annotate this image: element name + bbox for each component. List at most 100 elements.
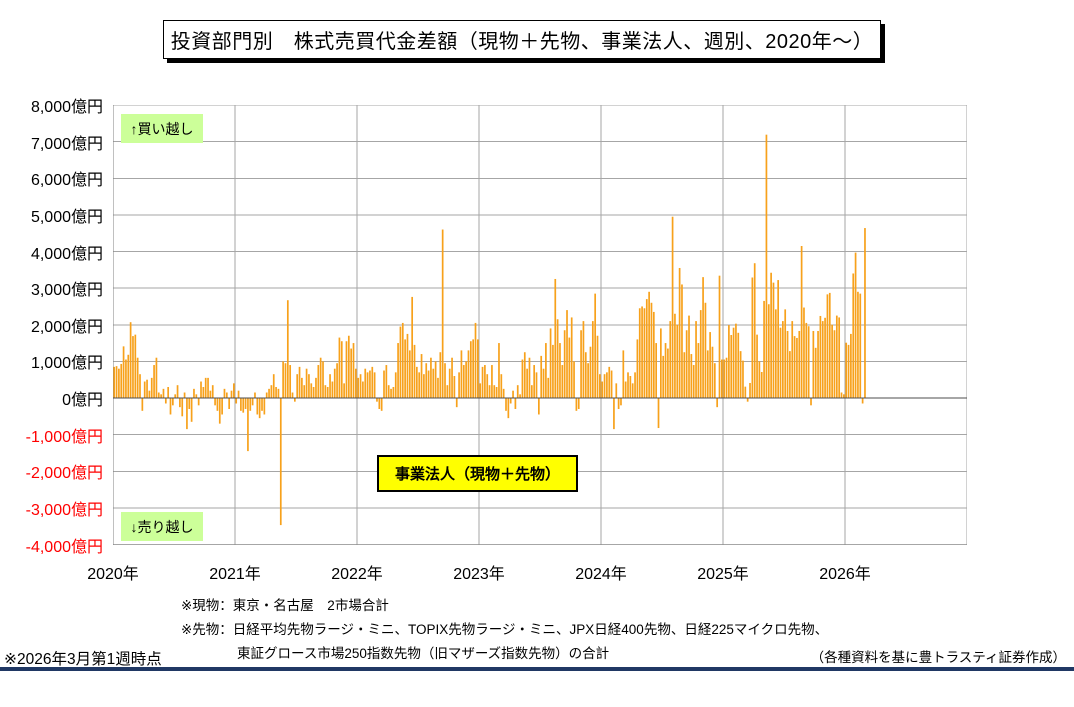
bar — [331, 381, 334, 398]
bar — [711, 346, 714, 398]
bar — [681, 284, 683, 398]
bar — [162, 388, 165, 398]
bar — [843, 394, 845, 398]
sell-over-text: ↓売り越し — [130, 518, 194, 535]
bar — [763, 300, 765, 398]
bar — [446, 385, 449, 398]
bar — [861, 398, 864, 404]
bar — [620, 398, 622, 406]
bar — [622, 350, 625, 398]
bar — [603, 374, 606, 398]
bar — [674, 313, 676, 398]
bar — [270, 385, 273, 398]
bar — [157, 392, 160, 398]
bar — [545, 343, 547, 398]
bar — [296, 374, 299, 398]
bar — [469, 341, 472, 398]
bar — [141, 398, 144, 411]
bar — [615, 383, 618, 398]
bar — [390, 388, 392, 398]
bar — [277, 388, 280, 398]
bar — [831, 324, 833, 398]
bar — [211, 385, 214, 398]
bar — [286, 300, 289, 398]
bar — [516, 385, 519, 398]
bar — [326, 387, 329, 398]
bar — [709, 332, 711, 398]
bar — [864, 228, 866, 398]
bar — [186, 398, 188, 430]
bar — [308, 374, 310, 398]
bar — [493, 385, 496, 398]
bar — [695, 321, 697, 398]
bar — [118, 368, 120, 398]
bar — [857, 291, 859, 398]
y-tick-label: 5,000億円 — [30, 208, 103, 226]
bar — [397, 343, 399, 398]
bar — [127, 354, 130, 398]
bar — [474, 322, 477, 398]
bar — [749, 382, 751, 398]
bar — [805, 322, 808, 398]
sell-over-note: ↓売り越し — [121, 512, 203, 541]
bar — [584, 352, 587, 398]
bar — [164, 398, 167, 404]
credit-note: （各種資料を基に豊トラスティ証券作成） — [810, 650, 1066, 665]
bar — [167, 387, 170, 398]
bar — [613, 398, 615, 430]
bar — [533, 365, 536, 398]
bar — [380, 398, 383, 411]
bar — [789, 351, 791, 398]
bar — [352, 343, 355, 398]
bar — [688, 315, 690, 398]
bar — [472, 339, 475, 398]
bar — [291, 392, 294, 398]
bar — [526, 368, 528, 398]
bar — [265, 392, 268, 398]
bar — [676, 324, 679, 398]
bar — [481, 366, 484, 398]
bar — [610, 370, 613, 398]
bar — [563, 330, 566, 398]
bar — [488, 385, 491, 398]
bar — [359, 374, 362, 398]
bar — [115, 366, 118, 398]
bar — [355, 368, 357, 398]
bar — [765, 134, 768, 399]
footnote-sakimono-cont: 東証グロース市場250指数先物（旧マザーズ指数先物）の合計 — [237, 646, 610, 661]
bar — [828, 292, 831, 398]
bar — [225, 392, 228, 398]
bottom-rule — [0, 667, 1074, 671]
buy-over-text: ↑買い越し — [130, 120, 194, 137]
bar — [634, 372, 636, 398]
bar — [268, 388, 270, 398]
bar — [835, 315, 838, 398]
y-tick-label: 3,000億円 — [30, 282, 103, 300]
bar — [730, 335, 733, 398]
bar — [570, 317, 573, 399]
bar — [512, 390, 514, 399]
bar — [188, 398, 191, 409]
bar — [258, 398, 261, 419]
y-tick-label: 4,000億円 — [30, 245, 103, 263]
bar — [190, 398, 193, 422]
bar — [200, 381, 202, 398]
bar — [477, 339, 479, 398]
bar — [350, 348, 353, 398]
bar — [838, 317, 841, 399]
series-label-text: 事業法人（現物＋先物） — [394, 466, 560, 483]
bar — [439, 352, 442, 398]
bar — [807, 326, 810, 398]
bar — [540, 355, 543, 398]
bar — [467, 350, 470, 398]
bar — [249, 398, 252, 411]
bar — [148, 390, 151, 399]
bar — [796, 337, 798, 398]
bar — [347, 335, 350, 398]
bar — [120, 363, 123, 398]
bar — [735, 323, 737, 398]
bar — [840, 392, 843, 398]
bar — [800, 246, 803, 398]
bar — [821, 321, 824, 398]
bar — [502, 388, 505, 398]
